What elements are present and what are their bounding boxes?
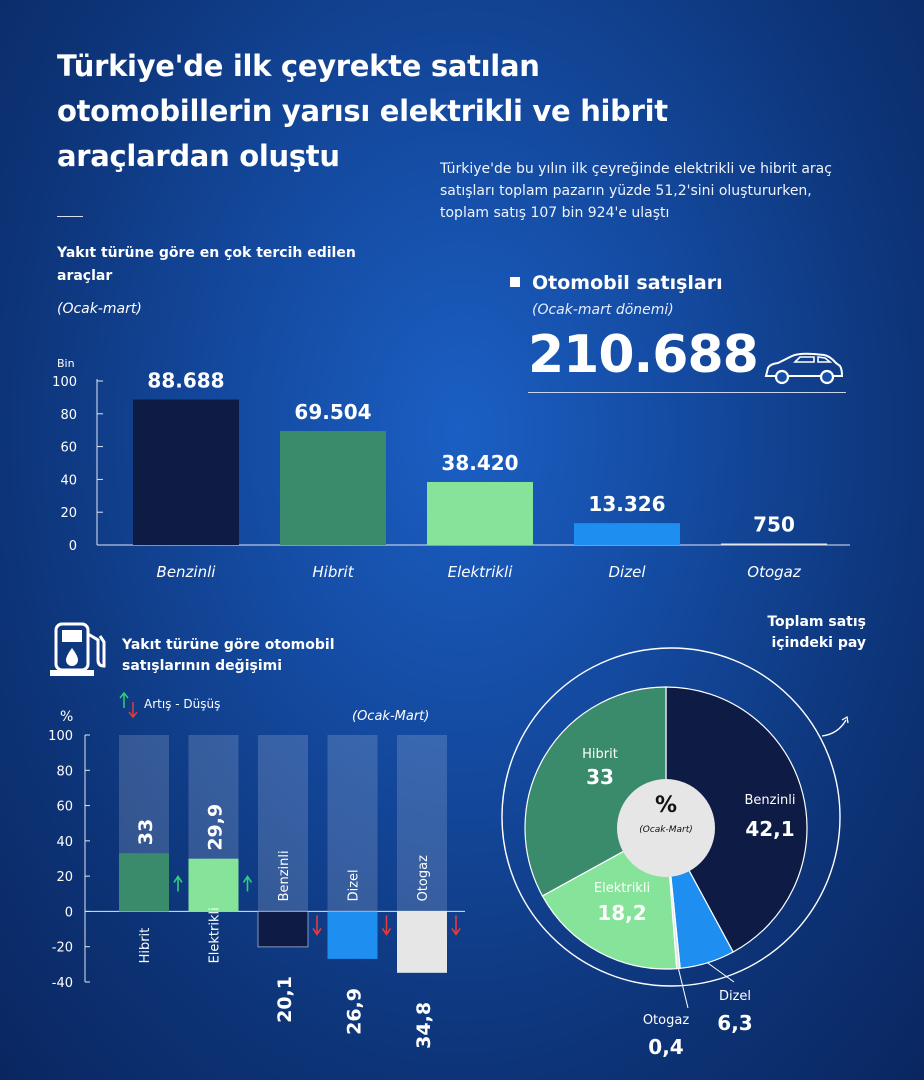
chart2-tick-label: 60 [56, 800, 73, 815]
curved-arrow-icon [821, 715, 849, 737]
fuel-pump-icon [50, 622, 106, 676]
chart2-bar-elektrikli [188, 858, 239, 912]
chart2-tick-label: 100 [48, 729, 73, 744]
sales-heading: Otomobil satışları [510, 272, 723, 294]
pie-leader-line [707, 962, 735, 983]
chart2-value-label: 29,9 [205, 804, 227, 851]
chart2-value-label: 26,9 [344, 988, 366, 1035]
chart2-legend: Artış - Düşüş [144, 697, 220, 711]
chart1-category-label: Dizel [609, 563, 647, 581]
chart1-category-label: Hibrit [312, 563, 354, 581]
chart2-category-label: Elektrikli [208, 907, 223, 963]
page-subtitle: Türkiye'de bu yılın ilk çeyreğinde elekt… [440, 161, 832, 221]
chart2-value-label: 33 [135, 819, 157, 845]
chart1-value-label: 38.420 [441, 451, 518, 475]
pie-category-label: Hibrit [582, 747, 618, 762]
chart2-period: (Ocak-Mart) [352, 709, 429, 724]
page-title: Türkiye'de ilk çeyrekte satılan otomobil… [57, 49, 668, 173]
chart2-category-label: Hibrit [138, 928, 153, 964]
car-icon [764, 352, 844, 385]
pie-center-sub: (Ocak-Mart) [639, 825, 693, 835]
pie-value-label: 42,1 [745, 817, 794, 841]
down-arrow-icon [451, 915, 461, 936]
chart1-tick-label: 0 [69, 539, 77, 554]
chart2-bar-otogaz [397, 911, 447, 973]
chart2-value-label: 34,8 [413, 1002, 435, 1049]
chart2-value-label: 20,1 [274, 976, 296, 1023]
pie-value-label: 18,2 [597, 901, 646, 925]
chart1-bar-hibrit [280, 431, 386, 545]
pie-slice-benzinli [665, 686, 808, 953]
chart1-bar-otogaz [721, 543, 827, 545]
chart1-unit-label: Bin [57, 357, 75, 370]
chart2-tick-label: 0 [65, 905, 73, 920]
chart2-bar-dizel [327, 911, 378, 959]
pie-value-label: 6,3 [717, 1011, 752, 1035]
chart2-tick-label: 20 [56, 870, 73, 885]
sales-total: 210.688 [528, 325, 759, 385]
legend-arrows [119, 691, 138, 719]
chart1-bar-elektrikli [427, 481, 533, 545]
chart1-value-label: 13.326 [588, 492, 665, 516]
chart2-background-bar [258, 735, 308, 912]
chart1-tick-label: 100 [52, 375, 77, 390]
up-arrow-icon [173, 874, 183, 892]
chart2-tick-label: -20 [52, 941, 73, 956]
chart2-tick-label: -40 [52, 976, 73, 991]
pie-center-label: % [655, 793, 677, 818]
chart2-category-label: Otogaz [416, 855, 431, 902]
chart2-background-bar [327, 735, 378, 912]
chart1-bar-chart: Bin 0 20 40 60 80 100 88.688 Benzinli 69.504 Hib… [52, 357, 850, 581]
pie-chart: % (Ocak-Mart) Benzinli 42,1 Dizel 6,3 Otogaz… [501, 647, 841, 1059]
up-arrow-icon [242, 874, 253, 892]
share-title: Toplam satış içindeki pay [767, 614, 866, 651]
chart2-background-bar [397, 735, 447, 912]
chart2-tick-label: 40 [56, 835, 73, 850]
chart2-bar-benzinli [257, 911, 309, 948]
chart1-bar-dizel [574, 523, 680, 545]
chart1-value-label: 69.504 [294, 400, 371, 424]
chart1-value-label: 88.688 [147, 369, 224, 393]
chart2-change-chart: % Artış - Düşüş (Ocak-Mart) 100 80 60 40 20 0… [48, 691, 465, 1049]
down-arrow-icon [312, 915, 322, 936]
pie-center [617, 779, 715, 877]
sales-underline [528, 392, 846, 393]
sales-heading-text: Otomobil satışları [532, 272, 723, 294]
chart1-tick-label: 40 [60, 473, 77, 488]
chart2-tick-label: 80 [56, 764, 73, 779]
chart2-title: Yakıt türüne göre otomobil satışlarının … [122, 637, 335, 674]
chart1-bar-benzinli [133, 399, 239, 545]
pie-leader-line [677, 968, 689, 1009]
title-divider [57, 216, 83, 217]
sales-period: (Ocak-mart dönemi) [532, 302, 674, 318]
pie-value-label: 0,4 [648, 1035, 683, 1059]
pie-category-label: Otogaz [643, 1013, 690, 1028]
pie-value-label: 33 [586, 765, 614, 789]
chart1-value-label: 750 [753, 513, 795, 537]
chart1-tick-label: 60 [60, 441, 77, 456]
chart1-period: (Ocak-mart) [57, 301, 142, 317]
pie-category-label: Benzinli [744, 793, 795, 808]
chart2-bar-hibrit [119, 853, 169, 912]
chart2-category-label: Benzinli [277, 850, 292, 901]
chart1-category-label: Elektrikli [448, 563, 514, 581]
chart2-unit-label: % [60, 709, 73, 725]
chart1-category-label: Otogaz [747, 563, 802, 581]
chart1-title: Yakıt türüne göre en çok tercih edilen a… [57, 245, 356, 284]
chart1-tick-label: 20 [60, 506, 77, 521]
chart1-category-label: Benzinli [157, 563, 217, 581]
down-arrow-icon [381, 915, 392, 936]
square-bullet-icon [510, 277, 520, 287]
chart1-tick-label: 80 [60, 408, 77, 423]
chart2-category-label: Dizel [347, 869, 362, 901]
pie-outer-ring [501, 647, 841, 987]
pie-category-label: Dizel [719, 989, 751, 1004]
pie-category-label: Elektrikli [594, 881, 650, 896]
